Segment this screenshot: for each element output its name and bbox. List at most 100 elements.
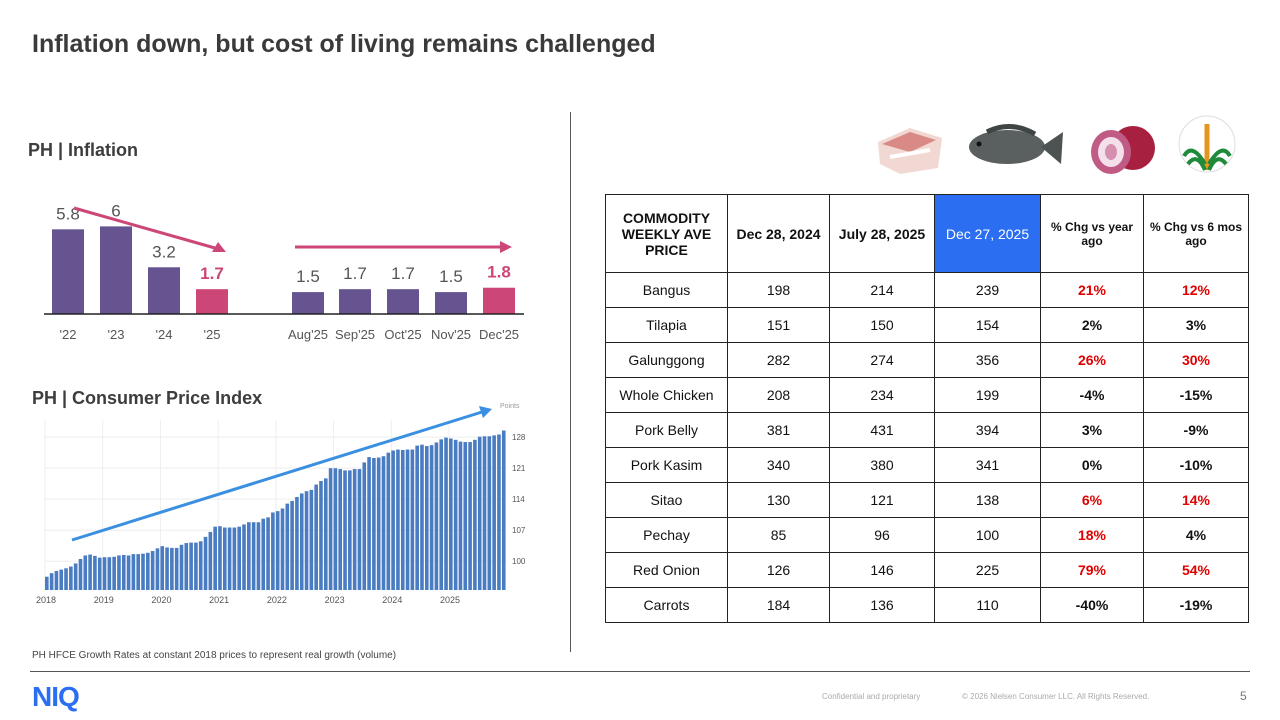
inflation-x-label: Sep'25 bbox=[335, 327, 375, 342]
cpi-bar bbox=[222, 527, 227, 590]
cpi-bar bbox=[357, 469, 362, 590]
arrow-head bbox=[212, 242, 226, 252]
cpi-bar bbox=[487, 436, 492, 590]
cpi-bar bbox=[400, 450, 405, 590]
niq-logo: NIQ bbox=[32, 681, 80, 712]
table-cell: 151 bbox=[727, 307, 830, 343]
cpi-bar bbox=[218, 526, 222, 590]
table-cell: 234 bbox=[829, 377, 935, 413]
cpi-bar bbox=[362, 462, 367, 590]
divider-vertical bbox=[570, 112, 571, 652]
inflation-data-label: 6 bbox=[111, 201, 120, 220]
cpi-bar bbox=[198, 541, 203, 590]
cpi-x-tick: 2018 bbox=[36, 595, 56, 605]
inflation-bar bbox=[339, 289, 371, 314]
cpi-bar bbox=[280, 508, 285, 590]
cpi-bar bbox=[429, 445, 434, 590]
cpi-bar bbox=[275, 511, 280, 590]
commodity-name: Bangus bbox=[605, 272, 728, 308]
cpi-bar bbox=[439, 439, 444, 590]
cpi-bar bbox=[266, 517, 270, 590]
table-cell: -40% bbox=[1040, 587, 1144, 623]
cpi-bar bbox=[88, 554, 92, 590]
table-cell: -19% bbox=[1143, 587, 1249, 623]
cpi-bar bbox=[136, 554, 140, 590]
cpi-bar bbox=[424, 446, 429, 590]
cpi-chart: 2018 2019 2020 2021 2022 2023 2024 2025 100 107 11… bbox=[36, 403, 526, 605]
cpi-bar bbox=[97, 557, 102, 590]
cpi-y-tick: 100 bbox=[512, 557, 526, 566]
cpi-bar bbox=[131, 554, 136, 590]
cpi-bar bbox=[376, 457, 381, 590]
cpi-bar bbox=[165, 547, 169, 590]
inflation-chart: 5.8'226'233.2'241.7'251.5Aug'251.7Sep'25… bbox=[44, 201, 524, 342]
cpi-bar bbox=[290, 500, 294, 590]
cpi-y-tick: 121 bbox=[512, 464, 526, 473]
cpi-bar bbox=[492, 435, 496, 590]
table-cell: 12% bbox=[1143, 272, 1249, 308]
cpi-unit-label: Points bbox=[500, 403, 520, 410]
cpi-bar bbox=[473, 439, 477, 590]
department-of-agriculture-seal bbox=[1178, 115, 1236, 173]
cpi-x-tick: 2020 bbox=[151, 595, 171, 605]
cpi-bar bbox=[49, 573, 54, 590]
inflation-bar bbox=[196, 289, 228, 314]
cpi-bar bbox=[391, 450, 395, 590]
inflation-x-label: '24 bbox=[156, 327, 173, 342]
cpi-bar bbox=[261, 518, 266, 590]
inflation-data-label: 1.7 bbox=[200, 264, 224, 283]
cpi-heading: PH | Consumer Price Index bbox=[32, 388, 263, 408]
footnote: PH HFCE Growth Rates at constant 2018 pr… bbox=[32, 650, 397, 661]
cpi-bar bbox=[247, 522, 251, 590]
cpi-bar bbox=[381, 456, 386, 590]
table-cell: 138 bbox=[934, 482, 1041, 518]
cpi-bar bbox=[150, 551, 155, 590]
header-chg-6mos: % Chg vs 6 mos ago bbox=[1143, 194, 1249, 273]
cpi-bar bbox=[73, 563, 78, 590]
cpi-x-tick: 2023 bbox=[325, 595, 345, 605]
table-cell: 340 bbox=[727, 447, 830, 483]
cpi-bar bbox=[59, 569, 64, 590]
table-cell: 54% bbox=[1143, 552, 1249, 588]
uptrend-arrow bbox=[71, 410, 483, 542]
inflation-x-label: '23 bbox=[108, 327, 125, 342]
table-cell: 6% bbox=[1040, 482, 1144, 518]
cpi-bar bbox=[121, 555, 126, 590]
cpi-bar bbox=[107, 557, 112, 590]
inflation-heading: PH | Inflation bbox=[28, 140, 139, 160]
cpi-bar bbox=[415, 445, 419, 590]
table-cell: -4% bbox=[1040, 377, 1144, 413]
cpi-bar bbox=[299, 493, 304, 590]
downtrend-arrow bbox=[73, 206, 223, 252]
cpi-bar bbox=[242, 524, 246, 590]
cpi-x-tick: 2022 bbox=[267, 595, 287, 605]
header-commodity: COMMODITY WEEKLY AVE PRICE bbox=[605, 194, 728, 273]
inflation-bar bbox=[483, 287, 515, 314]
commodity-name: Pork Kasim bbox=[605, 447, 728, 483]
cpi-bar bbox=[444, 437, 448, 590]
cpi-bar bbox=[386, 452, 391, 590]
cpi-bar bbox=[285, 503, 290, 590]
cpi-bar bbox=[449, 438, 453, 590]
table-cell: 0% bbox=[1040, 447, 1144, 483]
table-cell: 3% bbox=[1040, 412, 1144, 448]
table-cell: 431 bbox=[829, 412, 935, 448]
cpi-bar bbox=[352, 469, 357, 590]
inflation-x-label: '22 bbox=[60, 327, 77, 342]
table-cell: 199 bbox=[934, 377, 1041, 413]
inflation-x-label: Nov'25 bbox=[431, 327, 471, 342]
table-cell: 3% bbox=[1143, 307, 1249, 343]
table-cell: 21% bbox=[1040, 272, 1144, 308]
cpi-bar bbox=[477, 436, 482, 590]
cpi-bar bbox=[497, 434, 501, 590]
cpi-bar bbox=[54, 570, 59, 590]
inflation-data-label: 1.5 bbox=[439, 267, 463, 286]
table-row: Bangus 198 214 239 21% 12% bbox=[605, 272, 1249, 308]
inflation-x-label: Dec'25 bbox=[479, 327, 519, 342]
table-cell: 154 bbox=[934, 307, 1041, 343]
commodity-name: Sitao bbox=[605, 482, 728, 518]
cpi-bar bbox=[237, 526, 242, 590]
table-cell: 150 bbox=[829, 307, 935, 343]
table-cell: 341 bbox=[934, 447, 1041, 483]
header-dec-2024: Dec 28, 2024 bbox=[727, 194, 830, 273]
